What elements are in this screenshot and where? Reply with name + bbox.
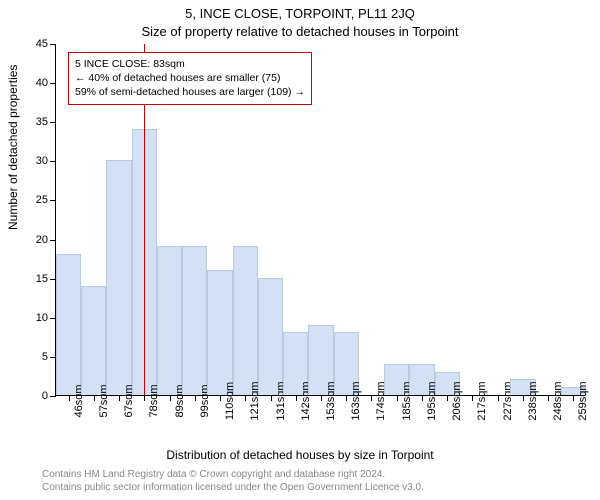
annotation-line2: ← 40% of detached houses are smaller (75… <box>75 71 305 85</box>
annotation-line3: 59% of semi-detached houses are larger (… <box>75 85 305 99</box>
y-tick-label: 35 <box>36 116 48 128</box>
y-tick-label: 15 <box>36 273 48 285</box>
y-tick-label: 40 <box>36 77 48 89</box>
histogram-bar <box>207 270 232 395</box>
x-tick <box>245 395 246 401</box>
x-tick <box>195 395 196 401</box>
x-tick-label: 217sqm <box>476 381 488 420</box>
x-tick-label: 163sqm <box>350 381 362 420</box>
y-tick-label: 0 <box>42 390 48 402</box>
y-tick <box>50 83 56 84</box>
y-tick-label: 30 <box>36 155 48 167</box>
y-tick-label: 20 <box>36 234 48 246</box>
x-tick <box>220 395 221 401</box>
chart-title-main: 5, INCE CLOSE, TORPOINT, PL11 2JQ <box>0 6 600 21</box>
y-tick-label: 45 <box>36 38 48 50</box>
y-tick <box>50 161 56 162</box>
x-tick <box>548 395 549 401</box>
y-tick-label: 10 <box>36 312 48 324</box>
histogram-bar <box>81 286 106 396</box>
chart-title-sub: Size of property relative to detached ho… <box>0 24 600 39</box>
y-tick <box>50 396 56 397</box>
x-tick <box>144 395 145 401</box>
histogram-bar <box>182 246 207 395</box>
footer-line2: Contains public sector information licen… <box>42 481 424 494</box>
x-tick <box>573 395 574 401</box>
x-tick <box>271 395 272 401</box>
x-tick <box>472 395 473 401</box>
x-tick <box>523 395 524 401</box>
x-tick <box>94 395 95 401</box>
x-tick <box>498 395 499 401</box>
x-tick <box>170 395 171 401</box>
x-tick <box>321 395 322 401</box>
y-tick-label: 5 <box>42 351 48 363</box>
x-tick <box>296 395 297 401</box>
x-tick <box>397 395 398 401</box>
footer-line1: Contains HM Land Registry data © Crown c… <box>42 468 424 481</box>
annotation-box: 5 INCE CLOSE: 83sqm ← 40% of detached ho… <box>68 52 312 105</box>
plot-area: 05101520253035404546sqm57sqm67sqm78sqm89… <box>55 44 585 396</box>
y-tick <box>50 240 56 241</box>
chart-container: 5, INCE CLOSE, TORPOINT, PL11 2JQ Size o… <box>0 0 600 500</box>
histogram-bar <box>106 160 131 395</box>
x-tick-label: 238sqm <box>527 381 539 420</box>
x-tick <box>69 395 70 401</box>
histogram-bar <box>233 246 258 395</box>
histogram-bar <box>258 278 283 395</box>
annotation-line1: 5 INCE CLOSE: 83sqm <box>75 57 305 71</box>
x-tick <box>447 395 448 401</box>
x-tick <box>422 395 423 401</box>
y-tick <box>50 122 56 123</box>
x-axis-label: Distribution of detached houses by size … <box>0 448 600 462</box>
x-tick-label: 206sqm <box>451 381 463 420</box>
x-tick <box>119 395 120 401</box>
y-tick-label: 25 <box>36 194 48 206</box>
y-tick <box>50 200 56 201</box>
y-axis-label: Number of detached properties <box>6 65 20 230</box>
footer-attribution: Contains HM Land Registry data © Crown c… <box>42 468 424 494</box>
histogram-bar <box>157 246 182 395</box>
histogram-bar <box>56 254 81 395</box>
x-tick-label: 259sqm <box>577 381 589 420</box>
y-tick <box>50 44 56 45</box>
x-tick <box>371 395 372 401</box>
x-tick <box>346 395 347 401</box>
